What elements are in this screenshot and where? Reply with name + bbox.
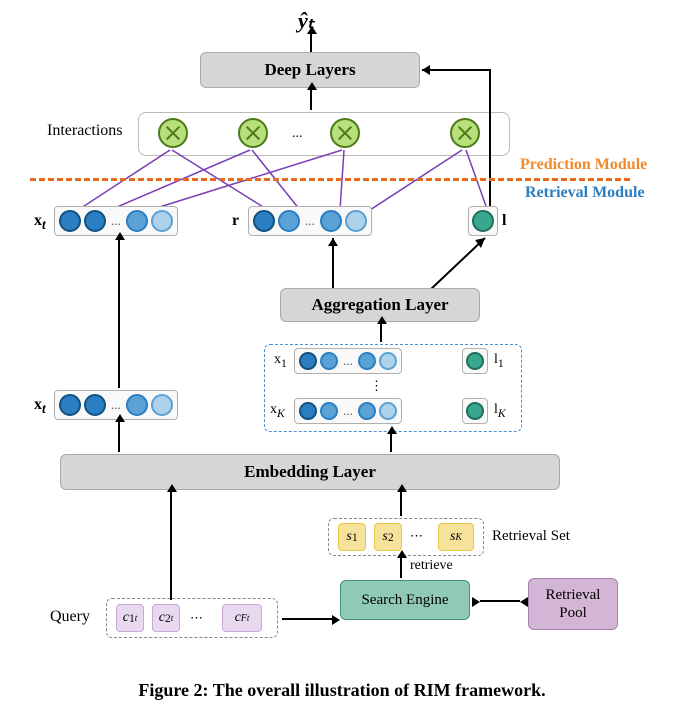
sK-chip: sK — [438, 523, 474, 551]
arrow-retrieved-to-agg — [380, 324, 382, 342]
xt-label-top: xt — [34, 212, 46, 233]
xK-vector: ... — [294, 398, 402, 424]
retrieval-pool-box: Retrieval Pool — [528, 578, 618, 630]
l-vector-single — [468, 206, 498, 236]
arrow-interactions-to-deep — [310, 90, 312, 110]
retrieve-label: retrieve — [410, 558, 453, 574]
xt-label-bottom: xt — [34, 396, 46, 417]
c1-chip: c1t — [116, 604, 144, 632]
l-label: l — [502, 212, 506, 230]
arrow-deep-to-output — [310, 34, 312, 52]
l1-label: l1 — [494, 352, 504, 370]
query-label: Query — [50, 608, 90, 626]
arrow-embed-to-xt — [118, 240, 120, 388]
x1-label: x1 — [274, 352, 287, 370]
module-separator — [30, 178, 630, 181]
arrow-embed-to-retrieved — [390, 434, 392, 452]
interaction-node-1 — [158, 118, 188, 148]
arrow-embed-to-xt-lower — [118, 422, 120, 452]
embedding-layer-box: Embedding Layer — [60, 454, 560, 490]
prediction-module-label: Prediction Module — [520, 156, 647, 174]
lK-vector — [462, 398, 488, 424]
diagram-canvas: ŷₜ Deep Layers Interactions ... Predicti… — [0, 0, 684, 724]
retrieved-vdots: ⋮ — [370, 378, 383, 394]
cF-chip: cFt — [222, 604, 262, 632]
retrieval-set-label: Retrieval Set — [492, 528, 570, 545]
s2-chip: s2 — [374, 523, 402, 551]
retrieval-module-label: Retrieval Module — [525, 184, 645, 202]
interaction-node-3 — [330, 118, 360, 148]
c2-chip: c2t — [152, 604, 180, 632]
arrow-retset-to-embed — [400, 492, 402, 516]
x1-vector: ... — [294, 348, 402, 374]
r-label: r — [232, 212, 239, 230]
arrow-query-to-embed — [170, 492, 172, 600]
search-engine-box: Search Engine — [340, 580, 470, 620]
s-dots: ⋯ — [410, 528, 423, 544]
xK-label: xK — [270, 402, 285, 420]
interactions-label: Interactions — [47, 122, 123, 140]
arrow-search-to-retset — [400, 558, 402, 578]
figure-caption: Figure 2: The overall illustration of RI… — [0, 680, 684, 701]
interaction-node-2 — [238, 118, 268, 148]
arrow-pool-to-search — [480, 600, 520, 602]
s1-chip: s1 — [338, 523, 366, 551]
l1-vector — [462, 348, 488, 374]
interaction-node-4 — [450, 118, 480, 148]
c-dots: ⋯ — [190, 610, 203, 626]
lK-label: lK — [494, 402, 506, 420]
arrow-query-to-search — [282, 618, 332, 620]
interaction-dots: ... — [292, 126, 303, 142]
r-vector: ... — [248, 206, 372, 236]
